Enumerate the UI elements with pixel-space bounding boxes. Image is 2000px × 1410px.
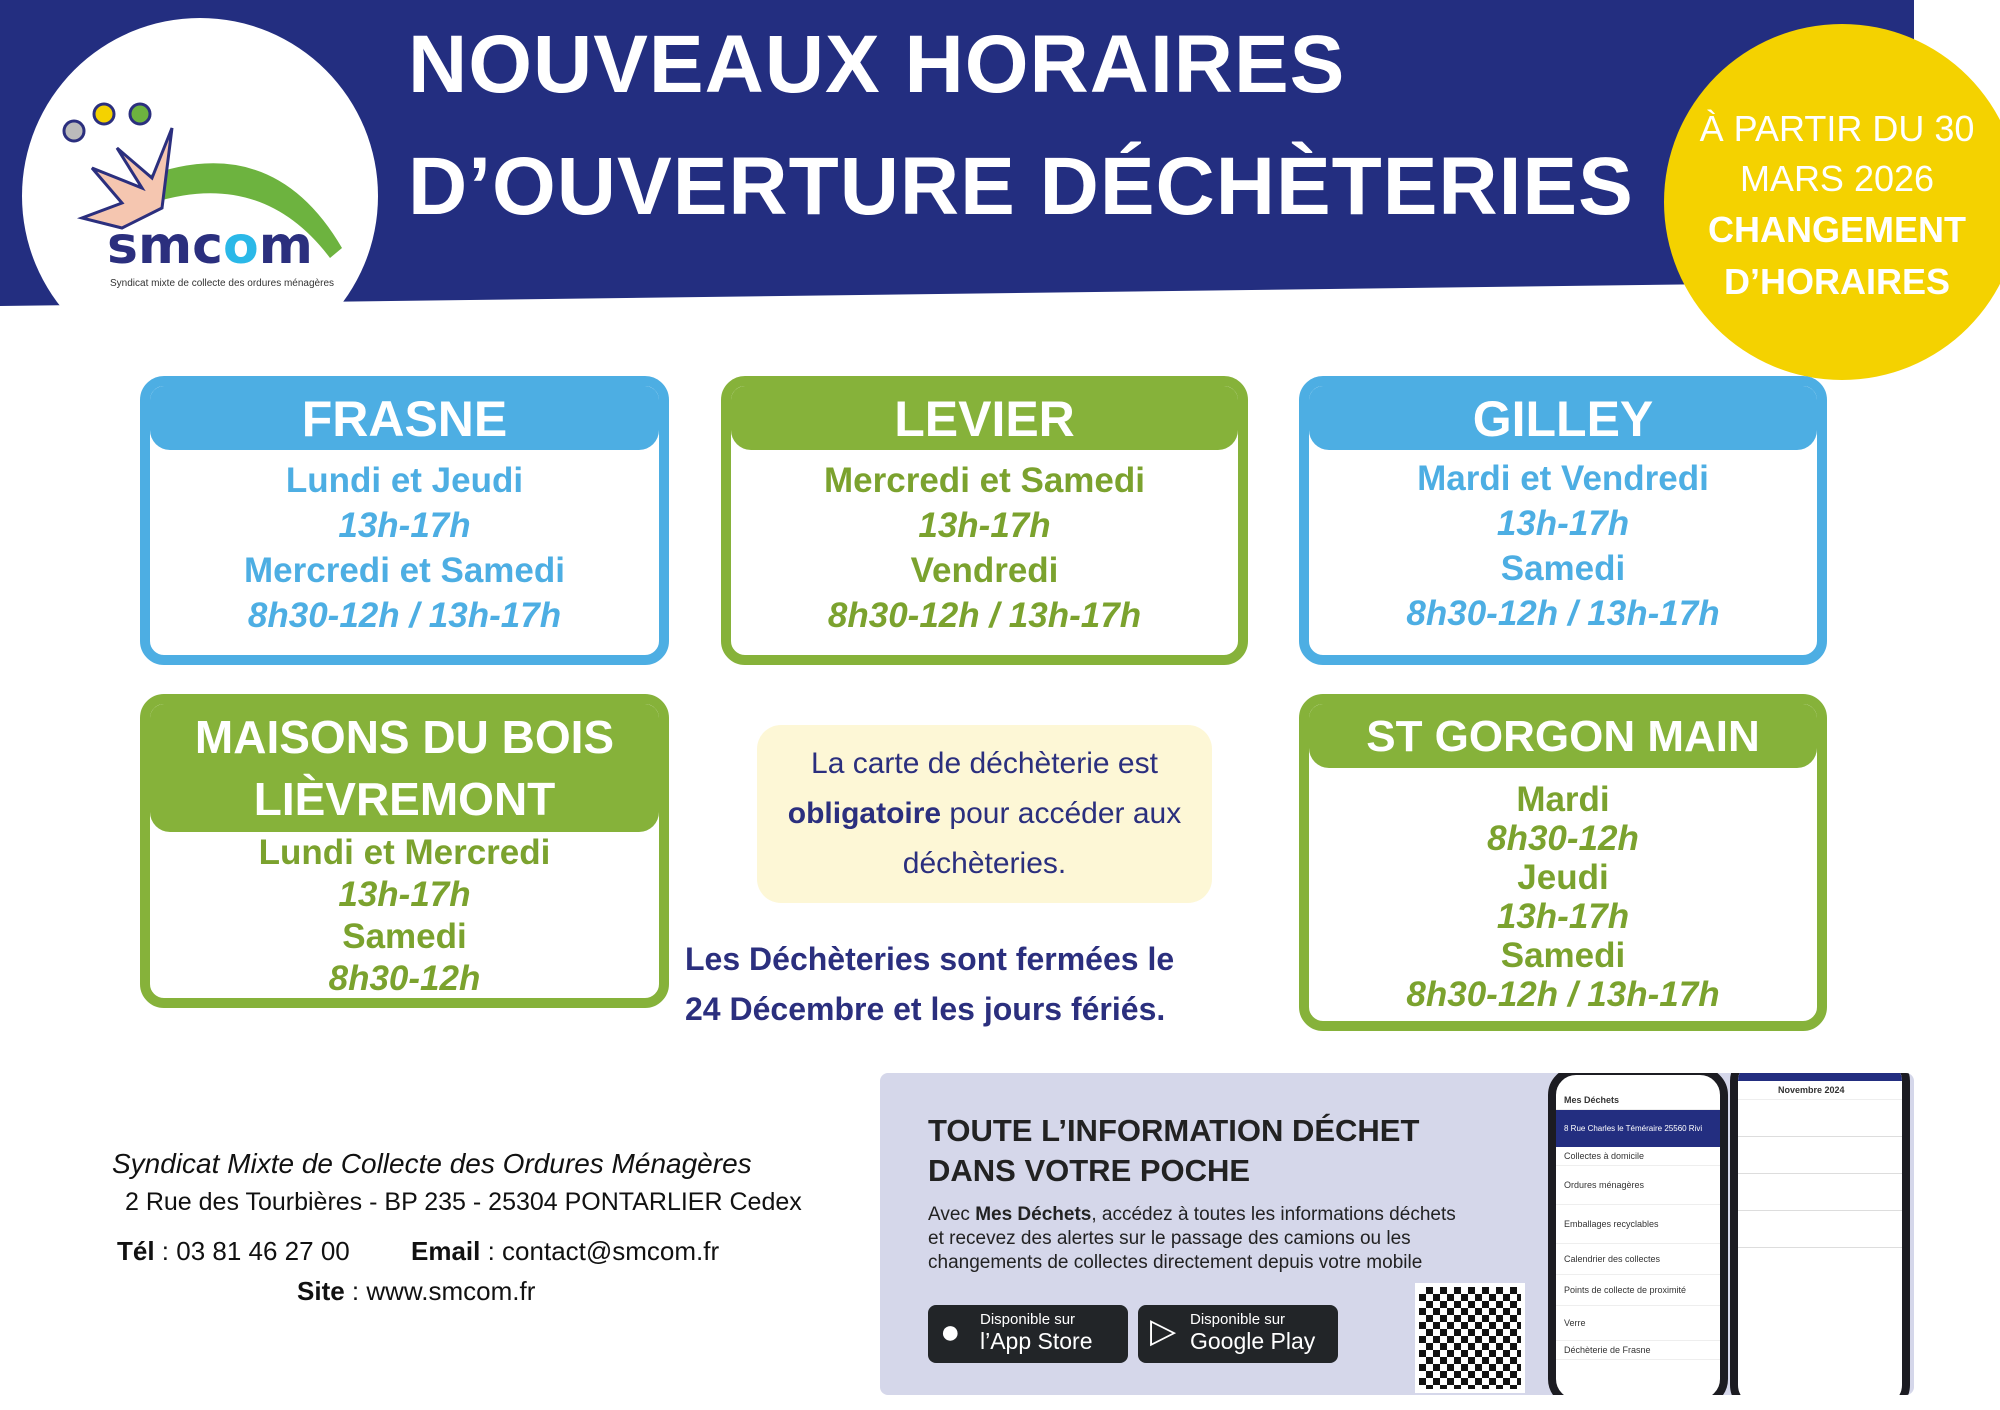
phone-address: 8 Rue Charles le Téméraire 25560 Rivi xyxy=(1556,1110,1720,1147)
phone-row: Déchèterie de Frasne xyxy=(1556,1341,1720,1360)
site-name: LEVIER xyxy=(731,386,1238,450)
badge-line: D’HORAIRES xyxy=(1723,261,1951,302)
badge-big: l’App Store xyxy=(980,1328,1093,1354)
notice-line: pour accéder aux xyxy=(941,797,1182,830)
phone-calendar-screen: Novembre 2024 xyxy=(1730,1073,1910,1395)
date-badge: À PARTIR DU 30 MARS 2026 CHANGEMENT D’HO… xyxy=(1664,24,2000,380)
phone-row: Emballages recyclables xyxy=(1556,1205,1720,1244)
site-name: LIÈVREMONT xyxy=(253,773,556,825)
hours: 8h30-12h xyxy=(328,959,481,998)
hours: 8h30-12h / 13h-17h xyxy=(247,596,562,635)
days: Samedi xyxy=(1500,549,1626,588)
site-card-gilley: GILLEY Mardi et Vendredi 13h-17h Samedi … xyxy=(1299,376,1827,665)
hours: 13h-17h xyxy=(1496,504,1630,543)
hours: 8h30-12h / 13h-17h xyxy=(827,596,1142,635)
org-name: Syndicat Mixte de Collecte des Ordures M… xyxy=(112,1148,752,1179)
site-card-levier: LEVIER Mercredi et Samedi 13h-17h Vendre… xyxy=(721,376,1248,665)
play-icon: ▷ xyxy=(1150,1312,1177,1350)
desc: changements de collectes directement dep… xyxy=(928,1252,1423,1273)
desc: , accédez à toutes les informations déch… xyxy=(1091,1204,1456,1225)
days: Vendredi xyxy=(910,551,1059,590)
closure-notice: Les Déchèteries sont fermées le 24 Décem… xyxy=(685,934,1174,1034)
hours: 13h-17h xyxy=(338,506,471,545)
email-link[interactable]: : contact@smcom.fr xyxy=(480,1236,720,1266)
hours: 13h-17h xyxy=(338,875,471,914)
site-name: ST GORGON MAIN xyxy=(1309,704,1817,768)
days: Mardi et Vendredi xyxy=(1417,459,1709,498)
email: Email : contact@smcom.fr xyxy=(411,1236,719,1267)
phone-row: Ordures ménagères xyxy=(1556,1166,1720,1205)
notice-line: déchèteries. xyxy=(902,847,1067,880)
days: Jeudi xyxy=(1517,858,1609,897)
days: Mardi xyxy=(1516,780,1610,819)
card-notice: La carte de déchèterie est obligatoire p… xyxy=(757,725,1212,903)
phone-home-screen: Mes Déchets 8 Rue Charles le Téméraire 2… xyxy=(1548,1073,1728,1395)
app-promo-panel: TOUTE L’INFORMATION DÉCHET DANS VOTRE PO… xyxy=(880,1073,1914,1395)
site-name: MAISONS DU BOIS xyxy=(194,711,615,763)
page-title-line2: D’OUVERTURE DÉCHÈTERIES xyxy=(408,141,1634,232)
desc: Avec xyxy=(928,1204,976,1225)
hours: 8h30-12h xyxy=(1487,819,1639,858)
badge-big: Google Play xyxy=(1190,1328,1316,1354)
hours: 8h30-12h / 13h-17h xyxy=(1406,594,1720,633)
tel-value: : 03 81 46 27 00 xyxy=(154,1236,350,1266)
calendar-month: Novembre 2024 xyxy=(1738,1081,1902,1100)
site-card-st-gorgon-main: ST GORGON MAIN Mardi 8h30-12h Jeudi 13h-… xyxy=(1299,694,1827,1031)
page-title-line1: NOUVEAUX HORAIRES xyxy=(408,19,1346,110)
app-title: DANS VOTRE POCHE xyxy=(928,1153,1251,1188)
days: Lundi et Mercredi xyxy=(258,833,551,872)
days: Mercredi et Samedi xyxy=(824,461,1145,500)
days: Lundi et Jeudi xyxy=(285,461,524,500)
phone-row: Points de collecte de proximité xyxy=(1556,1275,1720,1306)
address: 2 Rue des Tourbières - BP 235 - 25304 PO… xyxy=(125,1188,802,1216)
site-card-maisons-du-bois: MAISONS DU BOIS LIÈVREMONT Lundi et Merc… xyxy=(140,694,669,1008)
hours: 8h30-12h / 13h-17h xyxy=(1406,975,1720,1014)
badge-small: Disponible sur xyxy=(1190,1311,1286,1328)
site-link[interactable]: : www.smcom.fr xyxy=(344,1276,536,1306)
site-card-frasne: FRASNE Lundi et Jeudi 13h-17h Mercredi e… xyxy=(140,376,669,665)
closure-line: 24 Décembre et les jours fériés. xyxy=(685,991,1166,1027)
google-play-button[interactable]: ▷ Disponible sur Google Play xyxy=(1138,1305,1338,1363)
hours: 13h-17h xyxy=(1496,897,1630,936)
svg-text:Syndicat mixte de collecte des: Syndicat mixte de collecte des ordures m… xyxy=(110,278,334,289)
days: Samedi xyxy=(342,917,467,956)
phone-row: Collectes à domicile xyxy=(1556,1147,1720,1166)
qr-code[interactable] xyxy=(1415,1283,1525,1393)
app-title: TOUTE L’INFORMATION DÉCHET xyxy=(928,1113,1420,1148)
badge-line: MARS 2026 xyxy=(1739,158,1935,199)
badge-line: CHANGEMENT xyxy=(1708,209,1966,250)
badge-small: Disponible sur xyxy=(980,1311,1076,1328)
notice-bold: obligatoire xyxy=(787,797,942,830)
closure-line: Les Déchèteries sont fermées le xyxy=(685,941,1175,977)
desc: et recevez des alertes sur le passage de… xyxy=(928,1228,1411,1249)
svg-text:smcom: smcom xyxy=(107,216,313,276)
phone: Tél : 03 81 46 27 00 xyxy=(117,1236,350,1267)
site-label: Site xyxy=(297,1276,345,1306)
phone-row: Verre xyxy=(1556,1306,1720,1341)
tel-label: Tél xyxy=(117,1236,155,1266)
phone-row: Calendrier des collectes xyxy=(1556,1244,1720,1275)
email-label: Email xyxy=(411,1236,481,1266)
phone-app-name: Mes Déchets xyxy=(1556,1075,1720,1110)
site-name: FRASNE xyxy=(150,386,659,450)
hours: 13h-17h xyxy=(918,506,1051,545)
days: Mercredi et Samedi xyxy=(244,551,565,590)
badge-line: À PARTIR DU 30 xyxy=(1699,108,1975,149)
notice-line: La carte de déchèterie est xyxy=(811,747,1158,780)
app-name: Mes Déchets xyxy=(975,1204,1092,1225)
smcom-logo: smcom Syndicat mixte de collecte des ord… xyxy=(22,18,378,374)
apple-icon: ● xyxy=(940,1313,961,1351)
site: Site : www.smcom.fr xyxy=(297,1276,535,1307)
site-name: GILLEY xyxy=(1309,386,1817,450)
days: Samedi xyxy=(1500,936,1626,975)
app-store-button[interactable]: ● Disponible sur l’App Store xyxy=(928,1305,1128,1363)
